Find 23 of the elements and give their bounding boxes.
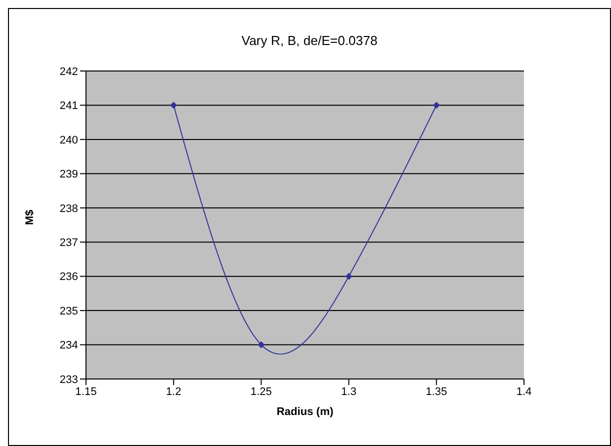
x-tick-label: 1.4	[516, 386, 532, 398]
y-tick-label: 235	[60, 305, 78, 318]
x-axis-title: Radius (m)	[276, 406, 334, 418]
y-tick-label: 239	[60, 168, 78, 181]
point	[170, 102, 178, 109]
y-axis-title: M$	[24, 210, 36, 225]
y-tick-label: 241	[60, 100, 78, 112]
y-tick-label: 242	[60, 66, 78, 78]
x-tick-label: 1.25	[250, 386, 272, 398]
point	[345, 272, 352, 280]
point	[258, 341, 265, 348]
chart-title: Vary R, B, de/E=0.0378	[240, 33, 378, 48]
y-tick-label: 238	[60, 202, 78, 215]
y-tick-label: 233	[60, 374, 78, 386]
x-tick-label: 1.3	[341, 386, 356, 398]
x-tick-label: 1.15	[75, 386, 97, 398]
y-tick-label: 236	[60, 271, 78, 284]
x-tick-label: 1.2	[166, 386, 182, 398]
y-tick-label: 237	[60, 237, 78, 250]
point	[432, 102, 440, 109]
x-tick-label: 1.35	[426, 386, 448, 398]
y-tick-label: 234	[60, 340, 78, 352]
y-tick-label: 240	[60, 134, 78, 146]
